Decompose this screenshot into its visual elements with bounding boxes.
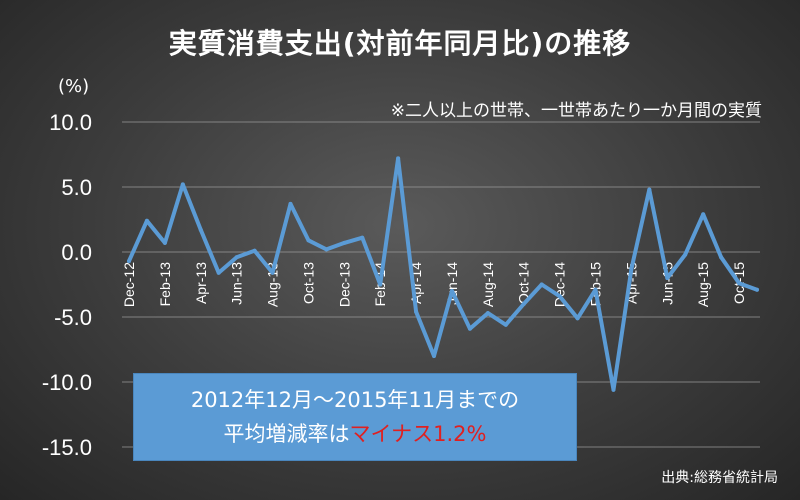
data-point xyxy=(647,187,652,192)
data-point xyxy=(216,270,221,275)
x-tick-label: Feb-13 xyxy=(157,262,173,307)
data-point xyxy=(755,287,759,292)
callout-prefix: 平均増減率は xyxy=(223,422,350,446)
chart-note: ※二人以上の世帯、一世帯あたり一か月間の実質 xyxy=(390,101,762,121)
x-tick-label: Jun-14 xyxy=(444,262,460,305)
data-point xyxy=(737,281,742,286)
data-point xyxy=(683,252,688,257)
data-point xyxy=(234,255,239,260)
data-point xyxy=(198,227,203,232)
x-tick-label: Aug-13 xyxy=(265,262,281,307)
data-point xyxy=(503,322,508,327)
data-point xyxy=(665,276,670,280)
data-point xyxy=(432,354,437,358)
x-tick-label: Oct-13 xyxy=(300,262,316,304)
data-point xyxy=(162,240,167,245)
data-point xyxy=(342,240,347,245)
x-tick-label: Aug-15 xyxy=(695,262,711,307)
data-point xyxy=(360,235,365,240)
y-tick-label: 0.0 xyxy=(61,240,92,265)
data-point xyxy=(378,282,383,287)
x-tick-label: Apr-13 xyxy=(193,262,209,304)
data-point xyxy=(270,270,275,275)
data-point xyxy=(252,248,257,253)
data-point xyxy=(144,218,149,223)
data-point xyxy=(521,302,526,306)
data-point xyxy=(719,255,724,260)
data-point xyxy=(324,247,329,252)
data-point xyxy=(485,311,490,316)
data-point xyxy=(288,201,293,206)
data-point xyxy=(180,182,185,187)
callout-highlight: マイナス1.2% xyxy=(349,422,487,446)
data-point xyxy=(467,326,472,331)
data-point xyxy=(396,156,401,161)
x-tick-label: Aug-14 xyxy=(480,262,496,307)
data-point xyxy=(414,309,419,314)
data-point xyxy=(575,316,580,321)
data-point xyxy=(306,238,311,243)
data-point xyxy=(557,294,562,299)
data-point xyxy=(593,287,598,292)
data-point xyxy=(611,387,616,392)
data-point xyxy=(127,259,131,264)
y-tick-label: 10.0 xyxy=(49,110,92,135)
series-line xyxy=(127,156,759,392)
y-tick-labels: 10.0 5.0 0.0 -5.0 -10.0 -15.0 xyxy=(42,110,92,460)
data-point xyxy=(449,289,454,293)
source-credit: 出典:総務省統計局 xyxy=(661,470,778,486)
series-layer xyxy=(127,156,759,392)
x-tick-label: Jun-13 xyxy=(229,262,245,305)
average-callout-box: 2012年12月〜2015年11月までの 平均増減率はマイナス1.2% xyxy=(133,373,577,461)
y-axis-unit: (%) xyxy=(58,76,90,97)
data-point xyxy=(539,282,544,287)
y-tick-label: -10.0 xyxy=(42,370,92,395)
data-point xyxy=(629,266,634,271)
x-tick-label: Oct-14 xyxy=(516,262,532,304)
chart-title: 実質消費支出(対前年同月比)の推移 xyxy=(168,27,632,60)
callout-line-1: 2012年12月〜2015年11月までの xyxy=(190,388,520,412)
y-tick-label: -5.0 xyxy=(54,305,92,330)
y-tick-label: 5.0 xyxy=(61,175,92,200)
callout-line-2: 平均増減率はマイナス1.2% xyxy=(224,417,487,451)
data-point xyxy=(701,212,706,217)
x-tick-label: Dec-13 xyxy=(336,262,352,307)
y-tick-label: -15.0 xyxy=(42,435,92,460)
x-tick-label: Dec-12 xyxy=(121,262,137,307)
